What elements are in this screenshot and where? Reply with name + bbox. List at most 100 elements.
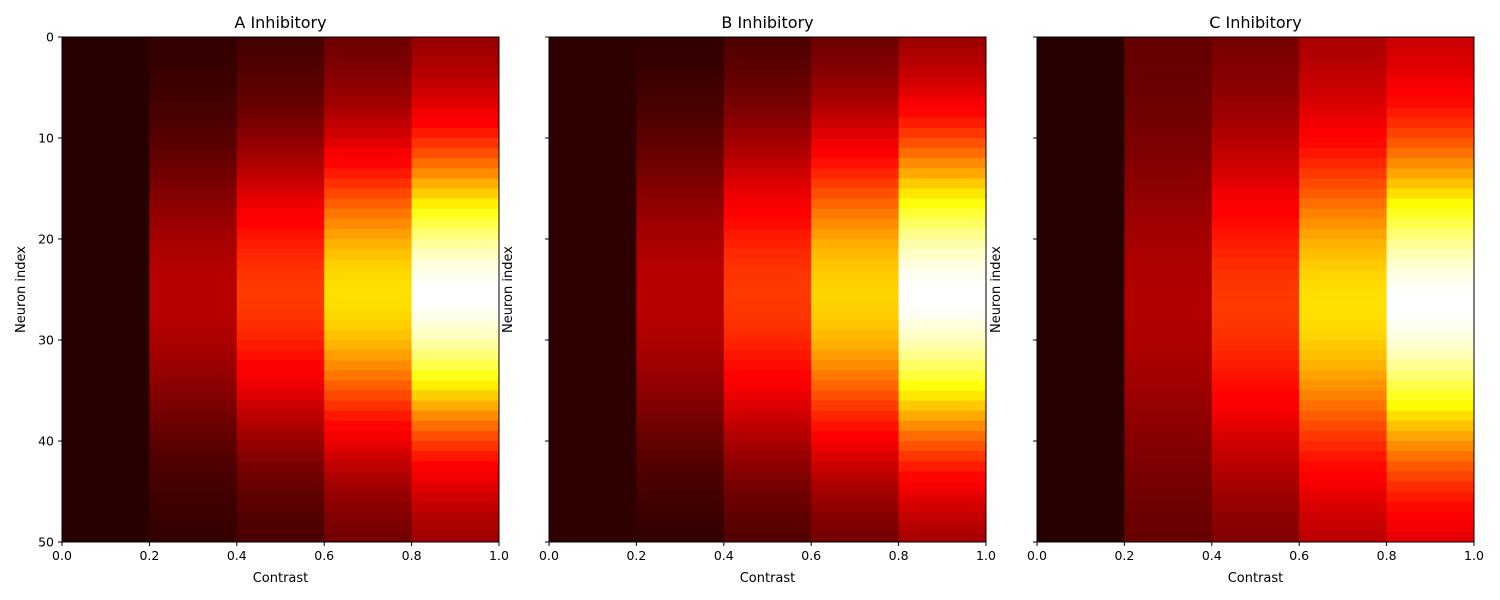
heatmap-cell (1386, 239, 1475, 250)
heatmap-cell (1299, 430, 1387, 442)
heatmap-cell (1037, 87, 1125, 98)
heatmap-cell (149, 531, 238, 543)
heatmap-cell (811, 208, 899, 220)
heatmap-cell (1124, 228, 1213, 240)
heatmap-cell (723, 420, 812, 432)
heatmap-cell (898, 178, 987, 189)
heatmap-cell (411, 249, 500, 260)
heatmap-cell (723, 67, 812, 78)
heatmap-cell (324, 259, 412, 270)
heatmap-cell (1124, 37, 1213, 48)
x-tick-label: 0.2 (626, 548, 646, 563)
heatmap-cell (898, 350, 987, 361)
heatmap-cell (1211, 430, 1300, 442)
heatmap-cell (149, 138, 238, 149)
heatmap-cell (898, 360, 987, 371)
heatmap-cell (549, 350, 637, 361)
heatmap-cell (236, 178, 325, 189)
heatmap-cell (149, 37, 238, 48)
heatmap-cell (411, 77, 500, 88)
heatmap-cell (898, 77, 987, 88)
heatmap-cell (1124, 259, 1213, 270)
heatmap-cell (636, 299, 725, 311)
heatmap-cell (1037, 117, 1125, 129)
heatmap-cell (1386, 309, 1475, 321)
heatmap-cell (549, 461, 637, 472)
heatmap-cell (236, 340, 325, 351)
heatmap-cell (1299, 77, 1387, 88)
heatmap-cell (1037, 107, 1125, 119)
heatmap-cell (636, 218, 725, 230)
heatmap-cell (62, 309, 150, 321)
heatmap-cell (1299, 350, 1387, 361)
heatmap-cell (1386, 350, 1475, 361)
heatmap-cell (236, 117, 325, 129)
heatmap-cell (411, 400, 500, 412)
heatmap-cell (1037, 239, 1125, 250)
heatmap-cell (1124, 107, 1213, 119)
heatmap-cell (898, 481, 987, 492)
heatmap-cell (811, 410, 899, 422)
heatmap-cell (1299, 309, 1387, 321)
heatmap-cell (1124, 451, 1213, 462)
heatmap-cell (1037, 340, 1125, 351)
heatmap-cell (636, 360, 725, 371)
heatmap-cell (1386, 218, 1475, 230)
heatmap-cell (549, 37, 637, 48)
heatmap-cell (898, 57, 987, 68)
heatmap-cell (236, 67, 325, 78)
heatmap-cell (1211, 521, 1300, 533)
heatmap-cell (811, 420, 899, 432)
heatmap-cell (549, 309, 637, 321)
heatmap-cell (411, 107, 500, 119)
heatmap-cell (1211, 279, 1300, 290)
heatmap-cell (636, 531, 725, 543)
heatmap-cell (62, 259, 150, 270)
heatmap-cell (411, 218, 500, 230)
x-tick-label: 1.0 (489, 548, 509, 563)
heatmap-cell (1299, 471, 1387, 482)
heatmap-cell (636, 380, 725, 391)
heatmap-cell (411, 461, 500, 472)
heatmap-cell (1386, 289, 1475, 300)
heatmap-cell (549, 269, 637, 280)
heatmap-cell (62, 471, 150, 482)
heatmap-cell (636, 269, 725, 280)
heatmap-cell (1211, 410, 1300, 422)
heatmap-cell (1211, 309, 1300, 321)
heatmap-cell (723, 249, 812, 260)
heatmap-cell (1299, 198, 1387, 210)
x-tick-label: 1.0 (976, 548, 996, 563)
heatmap-cell (1386, 57, 1475, 68)
heatmap-cell (62, 188, 150, 199)
heatmap-cell (898, 158, 987, 169)
heatmap-cell (811, 57, 899, 68)
heatmap-cell (723, 97, 812, 109)
heatmap-cell (236, 228, 325, 240)
heatmap-cell (1386, 511, 1475, 523)
heatmap-cell (62, 390, 150, 401)
heatmap-cell (411, 390, 500, 401)
heatmap-cell (811, 430, 899, 442)
heatmap-cell (149, 340, 238, 351)
heatmap-cell (1299, 249, 1387, 260)
heatmap-cell (723, 47, 812, 58)
heatmap-cell (62, 370, 150, 381)
heatmap-cell (549, 319, 637, 331)
heatmap-cell (62, 491, 150, 502)
heatmap-cell (1124, 208, 1213, 220)
heatmap-cell (236, 360, 325, 371)
heatmap-cell (549, 289, 637, 300)
heatmap-cell (62, 239, 150, 250)
heatmap-cell (1211, 531, 1300, 543)
heatmap-cell (723, 390, 812, 401)
x-tick-label: 0.2 (1114, 548, 1134, 563)
heatmap-cell (324, 350, 412, 361)
heatmap-cell (62, 208, 150, 220)
heatmap-cell (898, 370, 987, 381)
heatmap-cell (236, 400, 325, 412)
heatmap-cell (149, 77, 238, 88)
heatmap-cell (1037, 67, 1125, 78)
heatmap-cell (1211, 117, 1300, 129)
heatmap-cell (898, 329, 987, 341)
